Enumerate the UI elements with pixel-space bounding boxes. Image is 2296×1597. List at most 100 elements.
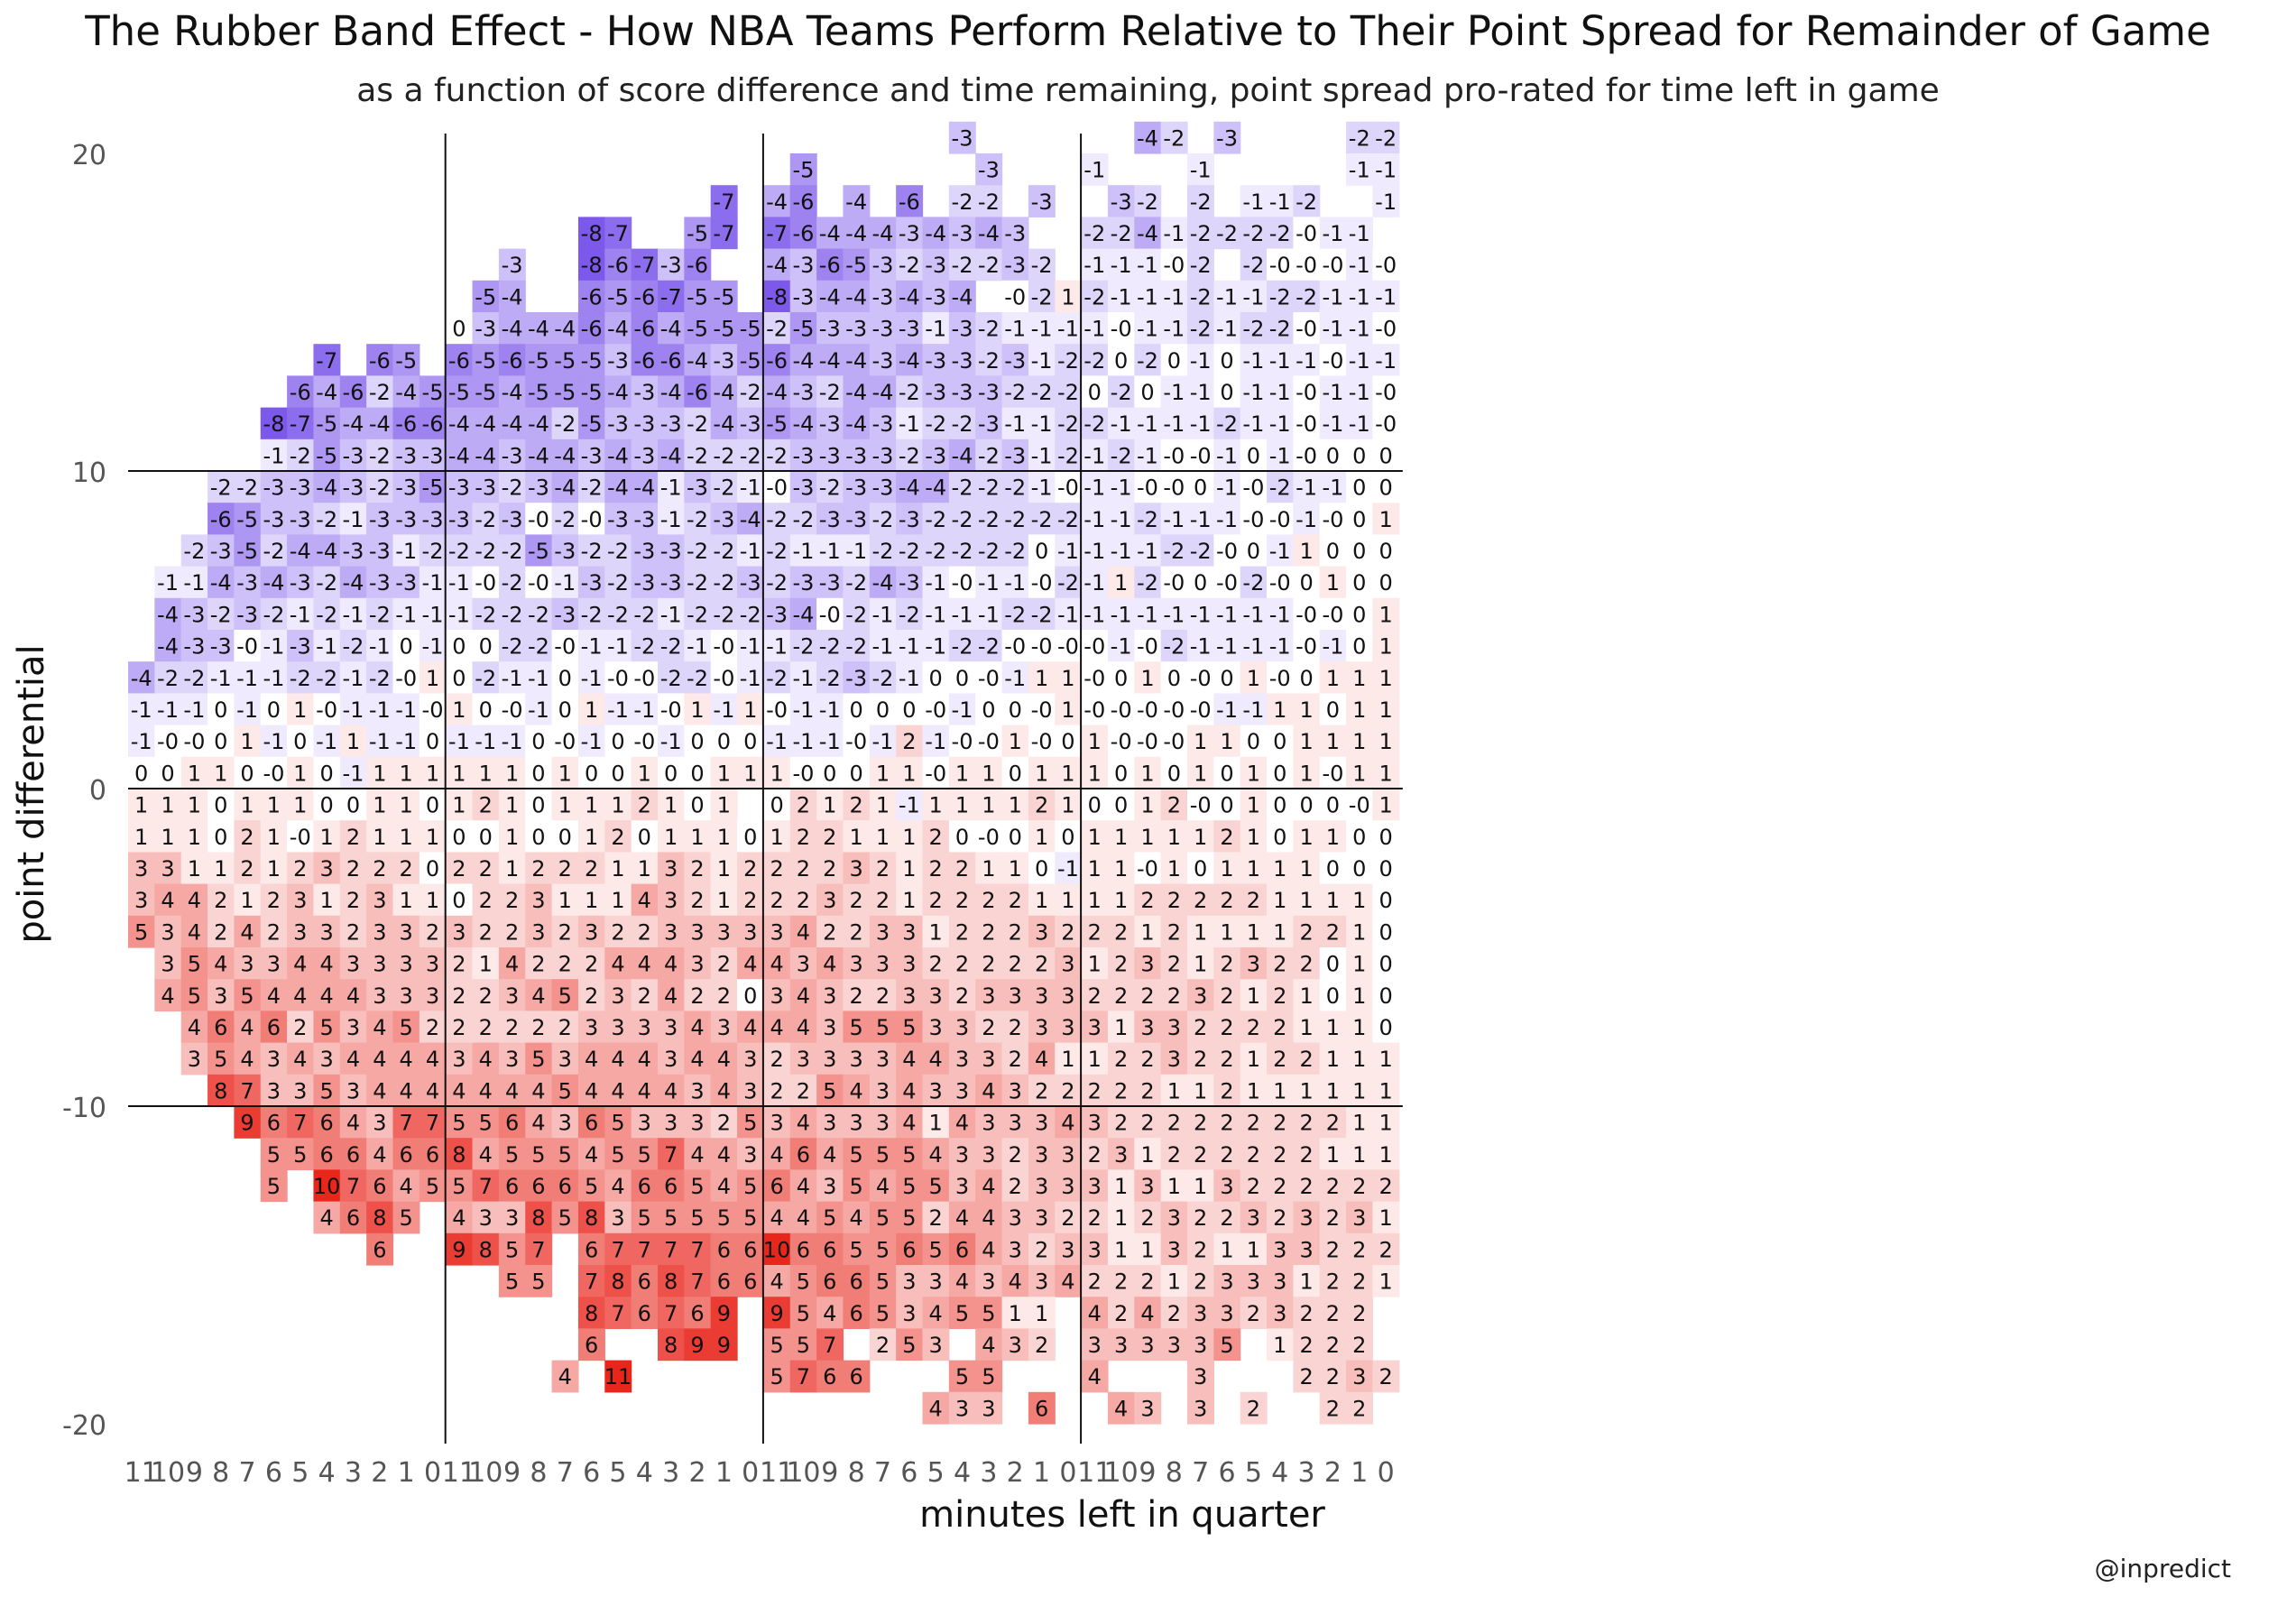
cell-label: -0 bbox=[395, 666, 417, 691]
cell-label: -3 bbox=[792, 443, 814, 468]
cell-label: -2 bbox=[1375, 125, 1397, 151]
cell-label: 0 bbox=[743, 983, 757, 1009]
cell-label: 1 bbox=[240, 729, 254, 754]
cell-label: -3 bbox=[978, 380, 1000, 405]
cell-label: -0 bbox=[236, 634, 258, 660]
cell-label: -3 bbox=[263, 507, 284, 532]
heatmap-cell bbox=[1055, 344, 1083, 376]
cell-label: 2 bbox=[876, 888, 890, 913]
heatmap-cell bbox=[1319, 217, 1347, 250]
cell-label: 4 bbox=[531, 983, 545, 1009]
cell-label: 1 bbox=[1247, 1047, 1260, 1072]
cell-label: 3 bbox=[611, 1015, 624, 1040]
cell-label: 1 bbox=[558, 793, 572, 818]
cell-label: -3 bbox=[554, 602, 576, 627]
cell-label: -4 bbox=[819, 284, 841, 309]
cell-label: -2 bbox=[845, 634, 867, 660]
cell-label: 2 bbox=[1220, 825, 1233, 850]
cell-label: 2 bbox=[690, 888, 704, 913]
cell-label: 4 bbox=[770, 1269, 783, 1295]
heatmap-cell bbox=[498, 280, 526, 313]
x-tick-label: 3 bbox=[345, 1457, 362, 1489]
heatmap-cell bbox=[577, 375, 605, 409]
cell-label: 5 bbox=[611, 1142, 624, 1168]
cell-label: 1 bbox=[214, 856, 227, 882]
cell-label: -2 bbox=[502, 475, 523, 501]
cell-label: -1 bbox=[925, 729, 946, 754]
cell-label: 1 bbox=[1299, 539, 1313, 564]
cell-label: 3 bbox=[902, 1301, 916, 1326]
cell-label: 0 bbox=[1352, 602, 1366, 627]
cell-label: 2 bbox=[1009, 1047, 1022, 1072]
y-tick-label: -20 bbox=[62, 1410, 106, 1442]
cell-label: 3 bbox=[1140, 1396, 1154, 1421]
cell-label: -1 bbox=[1163, 507, 1185, 532]
cell-label: 6 bbox=[717, 1237, 731, 1262]
cell-label: 3 bbox=[743, 1078, 757, 1103]
cell-label: 3 bbox=[1247, 952, 1260, 977]
x-tick-label: 3 bbox=[980, 1457, 997, 1489]
cell-label: 1 bbox=[1247, 983, 1260, 1009]
chart-title: The Rubber Band Effect - How NBA Teams P… bbox=[85, 7, 2211, 55]
heatmap-cell bbox=[948, 185, 976, 217]
cell-label: 3 bbox=[797, 1047, 810, 1072]
cell-label: 2 bbox=[1352, 1333, 1366, 1358]
cell-label: 0 bbox=[929, 666, 943, 691]
cell-label: 2 bbox=[1247, 1015, 1260, 1040]
cell-label: 3 bbox=[267, 1047, 281, 1072]
cell-label: 2 bbox=[797, 888, 810, 913]
cell-label: 5 bbox=[690, 1174, 704, 1199]
cell-label: 0 bbox=[161, 761, 174, 786]
cell-label: -1 bbox=[1242, 284, 1264, 309]
cell-label: 1 bbox=[1379, 729, 1392, 754]
cell-label: -5 bbox=[528, 348, 549, 374]
cell-label: -3 bbox=[236, 602, 258, 627]
cell-label: 5 bbox=[849, 1142, 862, 1168]
cell-label: -4 bbox=[899, 284, 920, 309]
cell-label: 1 bbox=[134, 825, 148, 850]
cell-label: -2 bbox=[1163, 634, 1185, 660]
heatmap-cell bbox=[1081, 344, 1109, 376]
cell-label: 5 bbox=[558, 1142, 572, 1168]
heatmap-cell bbox=[631, 280, 659, 313]
cell-label: -0 bbox=[952, 729, 973, 754]
cell-label: 2 bbox=[1114, 1301, 1128, 1326]
heatmap-cell bbox=[789, 185, 817, 217]
cell-label: 5 bbox=[902, 1205, 916, 1231]
cell-label: 1 bbox=[1326, 666, 1340, 691]
cell-label: -0 bbox=[766, 475, 788, 501]
cell-label: 1 bbox=[1273, 1078, 1286, 1103]
cell-label: -2 bbox=[1190, 253, 1212, 278]
heatmap-cell bbox=[710, 217, 738, 250]
cell-label: -0 bbox=[1216, 539, 1238, 564]
cell-label: 2 bbox=[1299, 1333, 1313, 1358]
heatmap-cell bbox=[392, 344, 420, 376]
cell-label: -0 bbox=[1296, 602, 1317, 627]
cell-label: 3 bbox=[982, 1396, 995, 1421]
cell-label: 0 bbox=[770, 793, 783, 818]
cell-label: 1 bbox=[982, 761, 995, 786]
cell-label: 1 bbox=[1352, 666, 1366, 691]
cell-label: -0 bbox=[1137, 729, 1158, 754]
cell-label: -1 bbox=[1269, 634, 1291, 660]
cell-label: 2 bbox=[1352, 1237, 1366, 1262]
cell-label: 0 bbox=[1273, 825, 1286, 850]
cell-label: 3 bbox=[1009, 1205, 1022, 1231]
heatmap-cell bbox=[1319, 248, 1347, 282]
cell-label: -4 bbox=[819, 348, 841, 374]
cell-label: 1 bbox=[1140, 666, 1154, 691]
cell-label: 1 bbox=[638, 856, 651, 882]
cell-label: 0 bbox=[240, 761, 254, 786]
cell-label: -0 bbox=[978, 825, 1000, 850]
cell-label: -1 bbox=[1163, 317, 1185, 342]
cell-label: 2 bbox=[849, 888, 862, 913]
cell-label: 3 bbox=[1035, 1205, 1048, 1231]
cell-label: 3 bbox=[929, 1015, 943, 1040]
cell-label: 2 bbox=[1220, 1078, 1233, 1103]
cell-label: 1 bbox=[1140, 761, 1154, 786]
cell-label: -6 bbox=[343, 380, 364, 405]
cell-label: -4 bbox=[528, 443, 549, 468]
cell-label: -4 bbox=[157, 634, 179, 660]
cell-label: 1 bbox=[1352, 952, 1366, 977]
cell-label: -1 bbox=[1242, 697, 1264, 723]
